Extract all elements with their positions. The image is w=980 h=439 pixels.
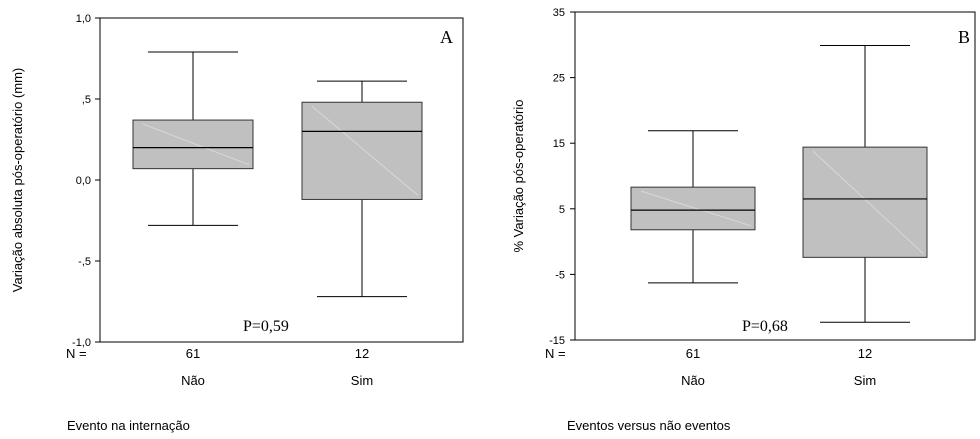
- box-diagonal-artifact: [142, 123, 250, 166]
- y-tick-label: 15: [553, 138, 565, 150]
- y-tick-label: -15: [549, 335, 565, 347]
- y-tick-label: 0,0: [76, 175, 91, 187]
- y-tick-label: ,5: [82, 94, 91, 106]
- n-value: 12: [858, 346, 872, 361]
- y-tick-label: -1,0: [72, 337, 91, 349]
- p-value-annotation: P=0,68: [742, 318, 788, 335]
- x-axis-label: Eventos versus não eventos: [567, 418, 731, 433]
- y-tick-label: -,5: [78, 256, 91, 268]
- x-axis-label: Evento na internação: [67, 418, 190, 433]
- panel-label: B: [958, 27, 970, 47]
- n-value: 61: [186, 346, 200, 361]
- iqr-box: [301, 101, 423, 200]
- category-label: Não: [681, 373, 705, 388]
- panel-label: A: [440, 27, 453, 47]
- category-label: Sim: [351, 373, 373, 388]
- y-tick-label: 35: [553, 7, 565, 19]
- y-tick-label: -5: [555, 269, 565, 281]
- n-value: 12: [355, 346, 369, 361]
- box-diagonal-artifact: [640, 190, 752, 227]
- n-label: N =: [66, 346, 87, 361]
- y-tick-label: 5: [559, 204, 565, 216]
- y-tick-label: 1,0: [76, 13, 91, 25]
- iqr-box: [802, 146, 928, 258]
- p-value-annotation: P=0,59: [243, 318, 289, 335]
- box-diagonal-artifact: [812, 150, 924, 254]
- plot-frame: [574, 11, 976, 341]
- box-diagonal-artifact: [311, 105, 419, 196]
- y-tick-label: 25: [553, 73, 565, 85]
- y-axis-label: % Variação pós-operatório: [511, 100, 526, 253]
- n-label: N =: [545, 346, 566, 361]
- y-axis-label: Variação absoluta pós-operatório (mm): [10, 68, 25, 292]
- category-label: Não: [181, 373, 205, 388]
- category-label: Sim: [854, 373, 876, 388]
- n-value: 61: [686, 346, 700, 361]
